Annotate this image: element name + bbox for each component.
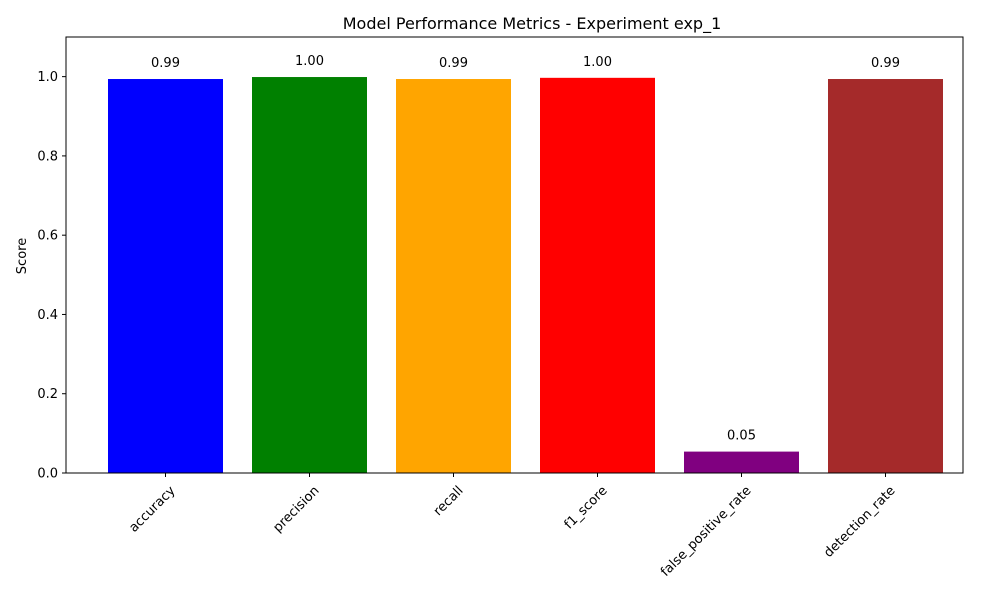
y-tick-label: 0.2 xyxy=(37,387,58,402)
bar-value-label: 0.05 xyxy=(727,429,756,444)
plot-frame xyxy=(65,36,964,474)
x-tick-label: detection_rate xyxy=(821,483,898,560)
y-tick-label: 1.0 xyxy=(37,70,58,85)
chart-title: Model Performance Metrics - Experiment e… xyxy=(343,14,722,34)
x-tick-label: f1_score xyxy=(562,483,611,532)
bar-value-label: 1.00 xyxy=(583,55,612,70)
y-tick-label: 0.0 xyxy=(37,467,58,482)
x-tick-label: false_positive_rate xyxy=(658,483,754,579)
x-tick-label: precision xyxy=(270,483,322,535)
bar-f1-score xyxy=(540,77,655,474)
y-tick-label: 0.6 xyxy=(37,229,58,244)
bar-value-label: 0.99 xyxy=(439,56,468,71)
bar-value-label: 0.99 xyxy=(151,56,180,71)
bar-false-positive-rate xyxy=(684,451,799,473)
y-tick-label: 0.8 xyxy=(37,149,58,164)
x-axis-ticks: accuracy precision recall f1_score false_pos… xyxy=(126,473,899,580)
bar-precision xyxy=(252,77,367,474)
bars-layer: 0.99 1.00 0.99 1.00 0.05 0.99 xyxy=(108,54,943,474)
bar-detection-rate xyxy=(828,79,943,474)
y-axis-label: Score xyxy=(15,238,30,274)
bar-accuracy xyxy=(108,79,223,474)
y-axis-ticks: 0.0 0.2 0.4 0.6 0.8 1.0 xyxy=(37,70,66,482)
y-tick-label: 0.4 xyxy=(37,308,58,323)
bar-value-label: 0.99 xyxy=(871,56,900,71)
bar-value-label: 1.00 xyxy=(295,54,324,69)
x-tick-label: recall xyxy=(431,483,467,519)
x-tick-label: accuracy xyxy=(126,483,178,535)
bar-recall xyxy=(396,79,511,474)
